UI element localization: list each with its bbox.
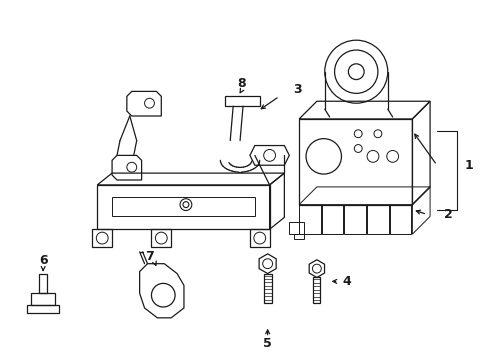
Text: 7: 7	[145, 250, 154, 263]
Bar	[263, 274, 271, 303]
Bar	[344, 204, 366, 234]
Text: 6: 6	[39, 254, 47, 267]
Bar	[366, 204, 388, 234]
Bar	[112, 197, 254, 216]
Text: 3: 3	[292, 83, 301, 96]
Text: 5: 5	[263, 337, 271, 350]
Bar	[389, 204, 410, 234]
Bar	[97, 185, 269, 229]
Bar	[299, 119, 411, 204]
Bar	[294, 234, 304, 239]
Bar	[321, 204, 343, 234]
Text: 8: 8	[237, 77, 246, 90]
Bar	[289, 222, 304, 234]
Bar	[313, 278, 320, 303]
Bar	[39, 274, 47, 293]
Bar	[299, 204, 320, 234]
Bar	[225, 96, 259, 106]
Text: 4: 4	[341, 275, 350, 288]
Text: 1: 1	[463, 159, 472, 172]
Text: 2: 2	[444, 208, 452, 221]
